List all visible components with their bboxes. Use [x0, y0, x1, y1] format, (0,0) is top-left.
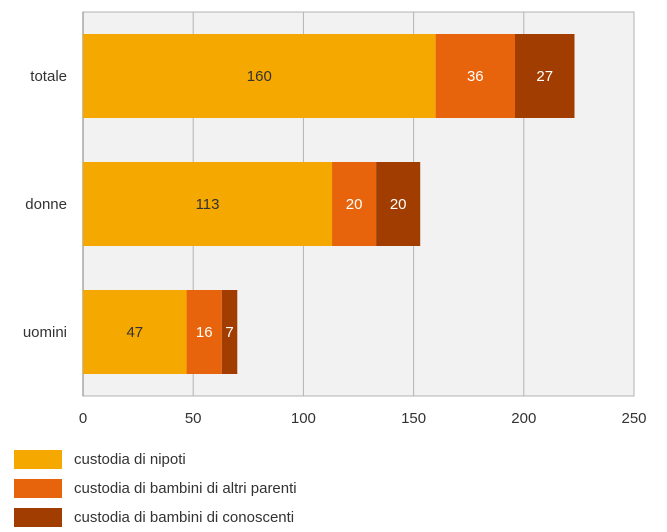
data-label-donne-series-2: 20: [390, 196, 407, 213]
data-label-totale-series-1: 36: [467, 68, 484, 85]
data-label-uomini-series-1: 16: [196, 324, 213, 341]
category-label-donne: donne: [25, 196, 67, 213]
x-tick-label-0: 0: [79, 410, 87, 427]
data-label-donne-series-0: 113: [196, 196, 220, 213]
x-tick-label-50: 50: [185, 410, 202, 427]
data-label-uomini-series-0: 47: [126, 324, 143, 341]
category-label-uomini: uomini: [23, 324, 67, 341]
legend-swatch-nipoti: [14, 450, 62, 469]
x-tick-label-200: 200: [511, 410, 536, 427]
x-tick-label-250: 250: [621, 410, 646, 427]
bar-totale-series-0: [83, 34, 436, 118]
legend-item-altri-parenti: custodia di bambini di altri parenti: [14, 474, 654, 503]
bar-totale-series-2: [514, 34, 575, 118]
x-tick-label-150: 150: [401, 410, 426, 427]
data-label-totale-series-0: 160: [247, 68, 272, 85]
bar-donne-series-0: [83, 162, 333, 246]
bar-donne-series-1: [332, 162, 377, 246]
legend-item-conoscenti: custodia di bambini di conoscenti: [14, 503, 654, 532]
bar-donne-series-2: [376, 162, 421, 246]
x-tick-label-100: 100: [291, 410, 316, 427]
data-label-totale-series-2: 27: [536, 68, 553, 85]
legend-swatch-conoscenti: [14, 508, 62, 527]
legend-item-nipoti: custodia di nipoti: [14, 445, 654, 474]
legend-label-altri-parenti: custodia di bambini di altri parenti: [74, 480, 297, 497]
data-label-donne-series-1: 20: [346, 196, 363, 213]
data-label-uomini-series-2: 7: [225, 324, 233, 341]
legend-label-conoscenti: custodia di bambini di conoscenti: [74, 509, 295, 526]
bar-uomini-series-2: [221, 290, 238, 374]
bar-uomini-series-1: [186, 290, 222, 374]
legend-swatch-altri-parenti: [14, 479, 62, 498]
stacked-bar-chart: 0 50 100 150 200 250 totale 160 36 27 donne 113 20 20…: [23, 11, 647, 427]
chart-container: 0 50 100 150 200 250 totale 160 36 27 donne 113 20 20…: [14, 11, 647, 527]
legend-label-nipoti: custodia di nipoti: [74, 451, 186, 468]
bar-totale-series-1: [435, 34, 515, 118]
legend: custodia di nipoti custodia di bambini d…: [14, 445, 654, 532]
category-label-totale: totale: [30, 68, 67, 85]
bar-uomini-series-0: [83, 290, 187, 374]
